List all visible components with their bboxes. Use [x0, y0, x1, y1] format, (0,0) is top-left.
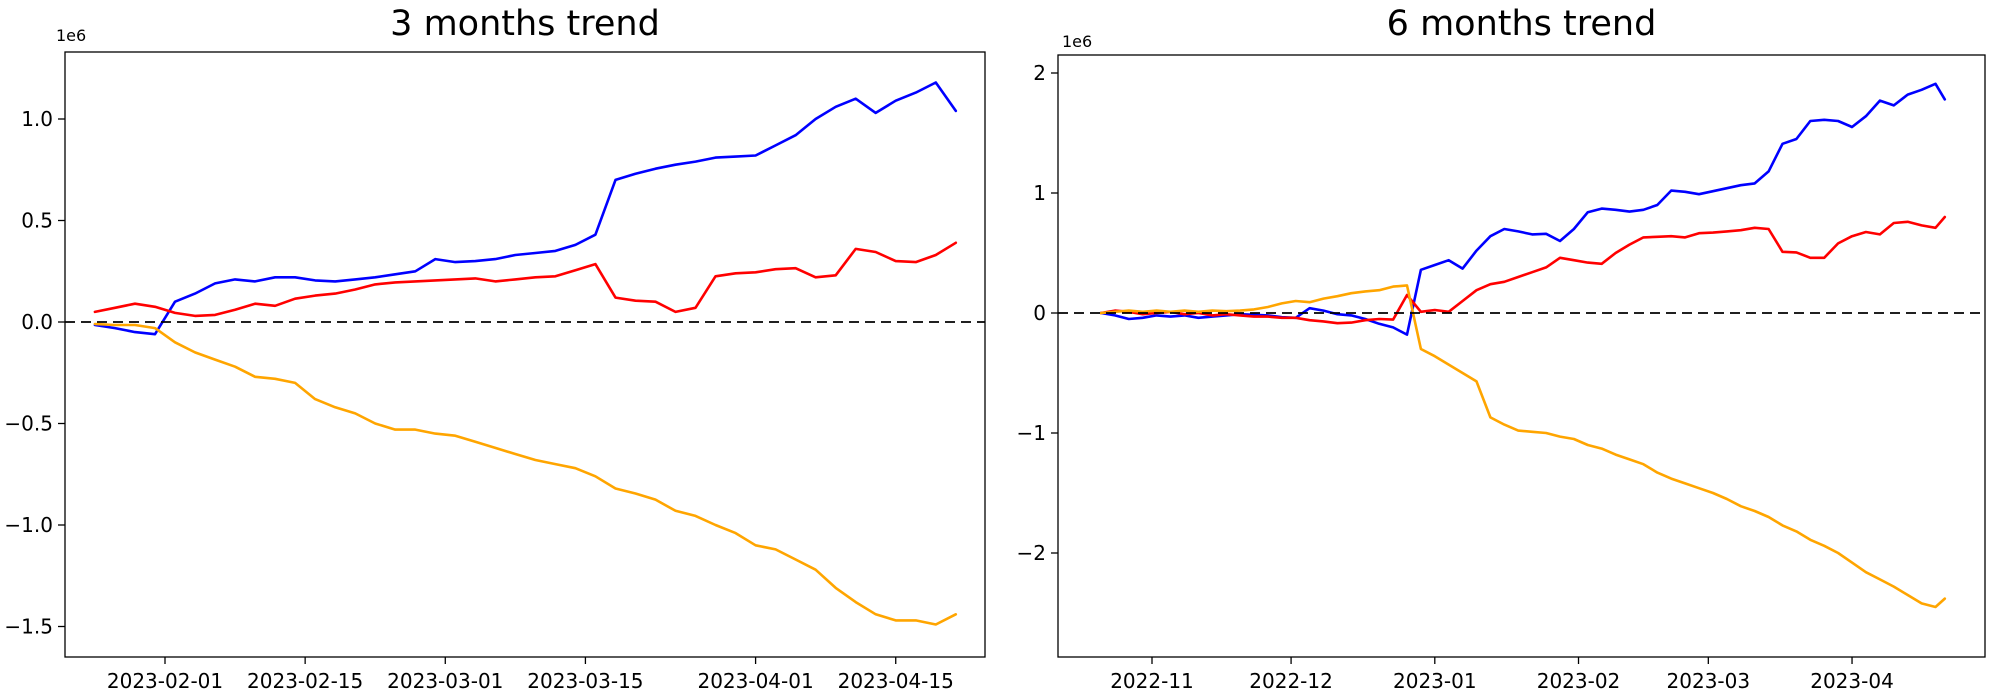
series-orange-line: [1099, 284, 1947, 609]
y-axis-scale-label-right: 1e6: [1062, 32, 1093, 51]
series-red-line: [1099, 215, 1947, 325]
y-tick-label: 1: [1033, 181, 1046, 205]
y-tick-label: 0: [1033, 301, 1046, 325]
x-tick-label: 2022-12: [1249, 669, 1333, 693]
y-tick-label: −2: [1017, 541, 1046, 565]
x-tick-label: 2023-04: [1810, 669, 1894, 693]
y-tick-label: 2: [1033, 61, 1046, 85]
y-tick-label: −1: [1017, 421, 1046, 445]
y-axis-scale-label-left: 1e6: [56, 26, 87, 45]
chart-title-left: 3 months trend: [390, 4, 660, 44]
x-tick-label: 2023-02: [1537, 669, 1621, 693]
chart-title-right: 6 months trend: [1386, 4, 1657, 44]
x-tick-label: 2022-11: [1110, 669, 1194, 693]
axes-frame: [1057, 54, 1986, 658]
x-tick-label: 2023-01: [1393, 669, 1477, 693]
x-tick-label: 2023-03: [1667, 669, 1751, 693]
series-blue-line: [1099, 82, 1947, 336]
